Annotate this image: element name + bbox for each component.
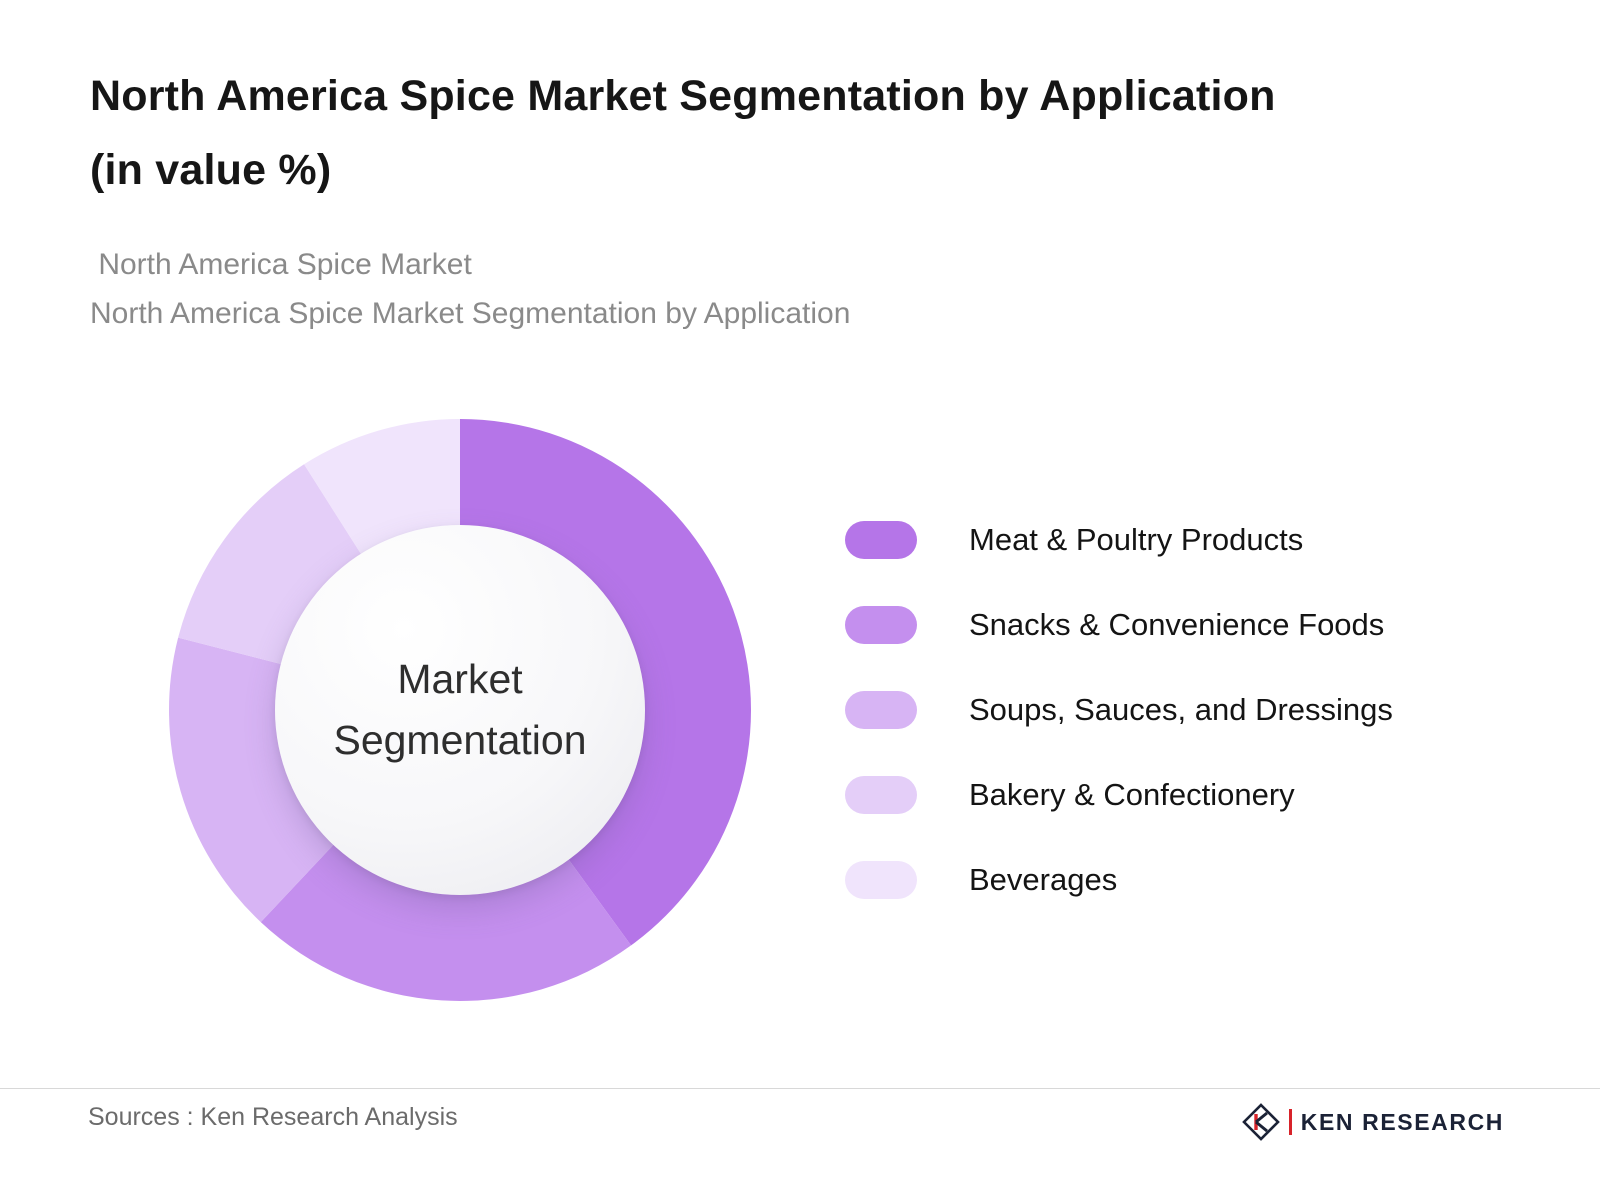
subtitle-line1: North America Spice Market — [90, 247, 472, 281]
legend-swatch — [845, 521, 917, 559]
legend-item: Bakery & Confectionery — [845, 776, 1393, 814]
legend-swatch — [845, 776, 917, 814]
legend-swatch — [845, 606, 917, 644]
chart-area: Market Segmentation Meat & Poultry Produ… — [168, 418, 1393, 1002]
brand-text: KEN RESEARCH — [1300, 1108, 1504, 1135]
page-title-line1: North America Spice Market Segmentation … — [90, 72, 1276, 120]
legend-label: Soups, Sauces, and Dressings — [969, 692, 1393, 727]
subtitle-block: North America Spice Market North America… — [90, 240, 1510, 338]
legend-item: Snacks & Convenience Foods — [845, 606, 1393, 644]
subtitle-line2: North America Spice Market Segmentation … — [90, 297, 851, 331]
header: North America Spice Market Segmentation … — [0, 0, 1600, 338]
center-label-line2: Segmentation — [333, 717, 587, 763]
legend-item: Meat & Poultry Products — [845, 521, 1393, 559]
donut-segment — [304, 419, 460, 559]
donut-center-label: Market Segmentation — [275, 525, 645, 895]
sources-text: Sources : Ken Research Analysis — [88, 1103, 458, 1131]
donut-segment — [460, 419, 751, 946]
legend-item: Beverages — [845, 861, 1393, 899]
legend-label: Meat & Poultry Products — [969, 522, 1304, 557]
donut-segment — [260, 841, 632, 1001]
donut-segment — [178, 464, 364, 666]
legend-swatch — [845, 861, 917, 899]
brand-divider — [1288, 1109, 1292, 1135]
legend-label: Bakery & Confectionery — [969, 777, 1295, 812]
footer: Sources : Ken Research Analysis KEN RESE… — [0, 1088, 1600, 1200]
brand-logo: KEN RESEARCH — [1241, 1103, 1504, 1141]
legend-label: Snacks & Convenience Foods — [969, 607, 1385, 642]
page-title: North America Spice Market Segmentation … — [90, 60, 1510, 208]
footer-row: Sources : Ken Research Analysis KEN RESE… — [0, 1089, 1600, 1141]
center-label-line1: Market — [397, 655, 523, 702]
legend-item: Soups, Sauces, and Dressings — [845, 691, 1393, 729]
donut-svg — [169, 419, 751, 1001]
legend-swatch — [845, 691, 917, 729]
ken-diamond-icon — [1241, 1103, 1280, 1141]
legend-label: Beverages — [969, 862, 1118, 897]
donut-chart: Market Segmentation — [168, 418, 752, 1002]
legend: Meat & Poultry Products Snacks & Conveni… — [845, 521, 1393, 899]
page-title-line2: (in value %) — [90, 145, 332, 194]
donut-segment — [169, 637, 337, 923]
